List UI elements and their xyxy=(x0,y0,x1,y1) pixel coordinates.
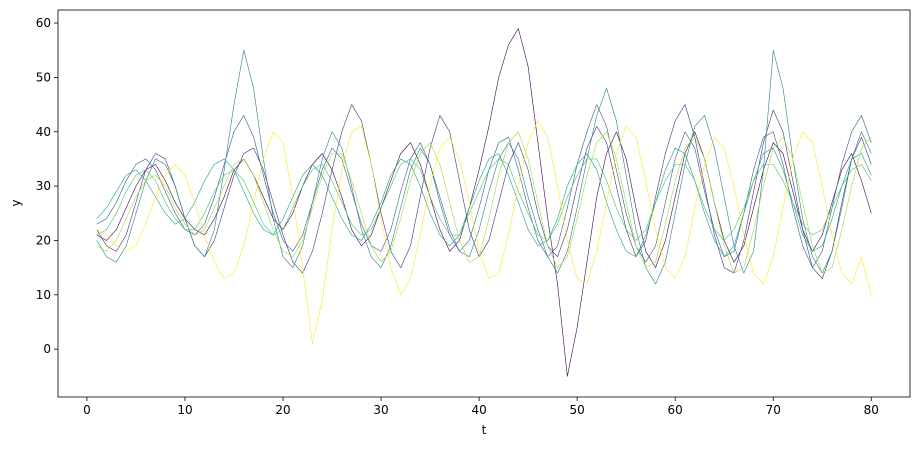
y-tick-label: 50 xyxy=(36,70,51,84)
y-tick-label: 40 xyxy=(36,125,51,139)
series-line xyxy=(96,104,872,279)
y-tick-label: 20 xyxy=(36,233,51,247)
series-line xyxy=(96,131,872,274)
plot-background xyxy=(58,10,910,397)
x-axis-label: t xyxy=(482,423,487,437)
x-tick-label: 40 xyxy=(471,403,486,417)
y-tick-label: 60 xyxy=(36,16,51,30)
series-line xyxy=(96,120,872,345)
y-tick-label: 30 xyxy=(36,179,51,193)
x-tick-label: 70 xyxy=(766,403,781,417)
series-line xyxy=(96,28,872,377)
axes-frame xyxy=(57,9,911,398)
x-tick-label: 10 xyxy=(177,403,192,417)
y-tick-label: 10 xyxy=(36,288,51,302)
y-tick-label: 0 xyxy=(43,342,51,356)
x-tick-label: 30 xyxy=(373,403,388,417)
x-tick-label: 80 xyxy=(864,403,879,417)
x-tick-label: 50 xyxy=(570,403,585,417)
x-tick-label: 60 xyxy=(668,403,683,417)
x-tick-label: 0 xyxy=(83,403,91,417)
series-line xyxy=(96,158,872,241)
plot-area xyxy=(96,28,872,377)
x-tick-label: 20 xyxy=(275,403,290,417)
series-line xyxy=(96,147,872,258)
y-axis-label: y xyxy=(9,199,23,206)
